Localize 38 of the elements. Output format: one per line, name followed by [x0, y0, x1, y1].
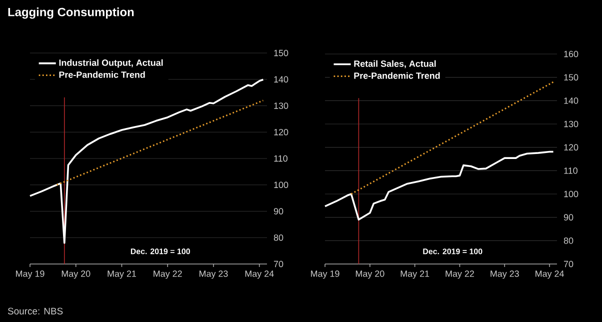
- y-tick-label: 150: [564, 74, 578, 81]
- x-tick-label: May 22: [446, 270, 474, 279]
- y-tick-label: 120: [274, 128, 288, 136]
- y-tick-label: 80: [564, 237, 574, 244]
- y-tick-label: 70: [564, 260, 574, 268]
- y-tick-label: 130: [564, 120, 578, 128]
- y-tick-label: 90: [274, 208, 284, 214]
- y-tick-label: 120: [564, 144, 578, 151]
- legend-label: Pre-Pandemic Trend: [59, 71, 145, 78]
- x-tick-label: May 20: [356, 270, 384, 279]
- legend-label: Industrial Output, Actual: [59, 59, 163, 68]
- x-tick-label: May 20: [62, 270, 90, 279]
- x-tick-label: May 19: [16, 270, 44, 279]
- y-tick-label: 140: [564, 97, 578, 104]
- y-tick-label: 140: [274, 76, 288, 83]
- y-tick-label: 100: [564, 190, 578, 198]
- line-series: [29, 78, 264, 244]
- x-tick-label: May 21: [108, 270, 136, 279]
- legend-label: Retail Sales, Actual: [354, 60, 436, 68]
- y-tick-label: 100: [274, 182, 288, 188]
- y-tick-label: 130: [274, 102, 288, 109]
- y-tick-label: 90: [564, 214, 574, 221]
- source-note: Source: NBS: [8, 308, 63, 314]
- y-tick-label: 150: [274, 50, 288, 56]
- x-tick-label: May 24: [536, 270, 564, 279]
- x-tick-label: May 24: [245, 270, 274, 279]
- y-tick-label: 70: [274, 260, 284, 268]
- x-tick-label: May 21: [400, 270, 430, 279]
- y-tick-label: 80: [274, 234, 284, 241]
- x-tick-label: May 23: [490, 270, 519, 279]
- chart-title: Lagging Consumption: [8, 8, 134, 19]
- x-tick-label: May 23: [200, 270, 228, 279]
- y-tick-label: 110: [564, 167, 578, 174]
- x-tick-label: May 19: [311, 270, 340, 279]
- y-tick-label: 160: [564, 50, 578, 58]
- y-tick-label: 110: [274, 155, 288, 162]
- x-tick-label: May 22: [154, 270, 182, 279]
- legend-label: Pre-Pandemic Trend: [354, 72, 440, 79]
